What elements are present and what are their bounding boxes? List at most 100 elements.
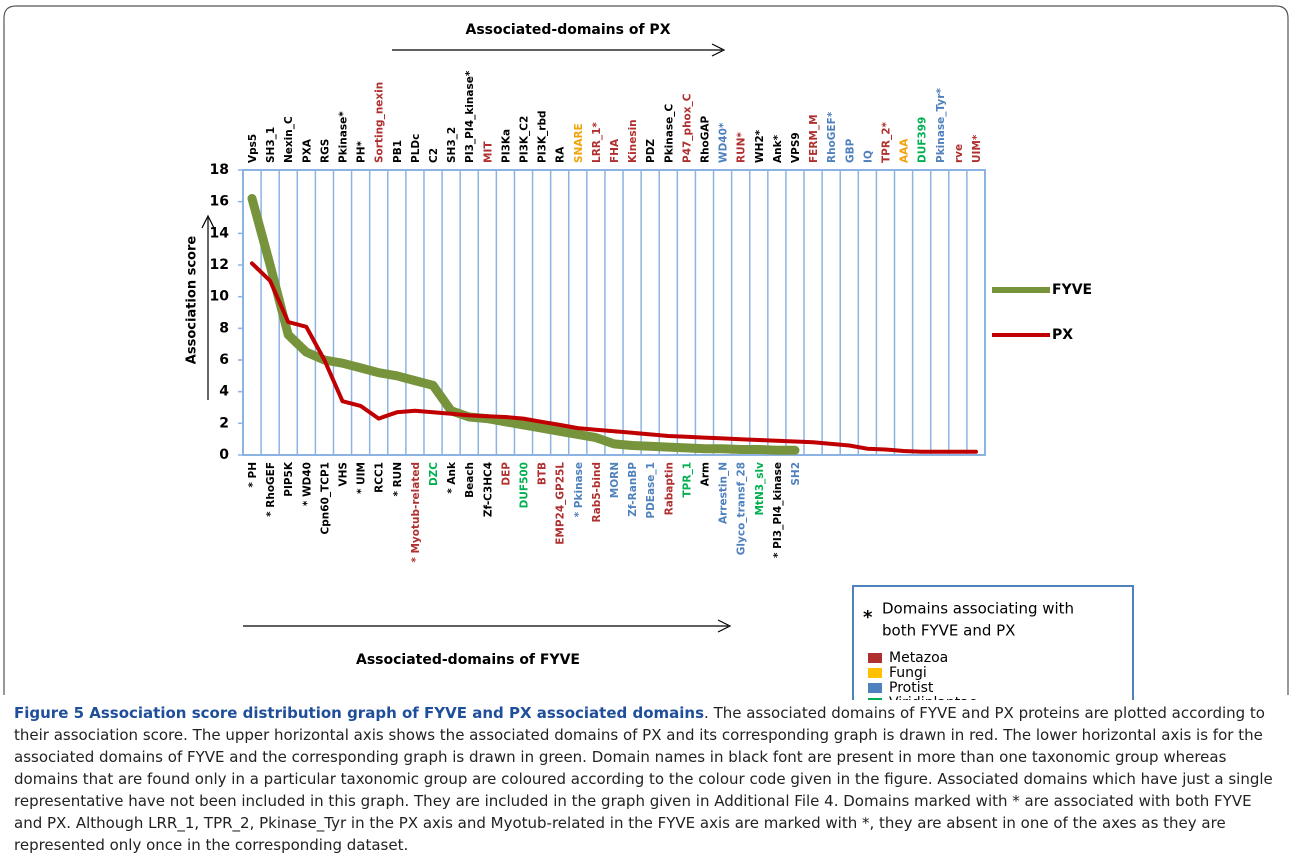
bottom-category-label: SH2 [790,462,802,486]
top-category-label: SH3_2 [446,127,458,163]
top-category-label: PI3_PI4_kinase* [464,70,476,163]
taxa-legend-label: Fungi [889,665,927,681]
bottom-category-label: Rab5-bind [591,462,603,522]
bottom-category-label: VHS [338,462,350,486]
taxa-legend-label: Protist [889,680,934,696]
top-category-label: UIM* [971,134,983,163]
top-category-label: MIT [482,141,494,163]
top-category-label: PXA [301,138,313,163]
y-tick-label: 18 [210,162,229,178]
bottom-category-label: TPR_1 [681,462,693,498]
bottom-category-label: * RUN [392,462,404,497]
caption: Figure 5 Association score distribution … [14,702,1280,856]
bottom-category-label: Zf-RanBP [627,462,639,517]
bottom-annotation: Associated-domains of FYVE [356,652,580,668]
y-arrowhead [201,214,215,229]
caption-title: Figure 5 Association score distribution … [14,704,705,722]
y-tick-label: 10 [210,289,230,305]
top-category-label: P47_phox_C [681,93,693,163]
bottom-category-label: PDEase_1 [645,462,657,519]
bottom-category-label: * Ank [446,461,458,494]
bottom-category-label: * PH [247,462,259,488]
top-category-label: DUF399 [917,117,929,163]
bottom-category-label: EMP24_GP25L [555,462,567,545]
top-annotation: Associated-domains of PX [466,22,671,38]
y-tick-label: 2 [219,415,229,431]
top-category-label: RhoGAP [699,115,711,163]
bottom-category-label: Cpn60_TCP1 [319,462,331,534]
top-category-label: PLDc [410,134,422,163]
figure-frame [3,5,1289,695]
top-category-label: WH2* [754,129,766,163]
y-tick-label: 6 [219,352,229,368]
taxa-swatch [868,653,882,663]
series-line [250,261,978,454]
y-tick-label: 12 [210,257,229,273]
bottom-category-label: Arrestin_N [718,462,730,524]
taxa-swatch [868,683,882,693]
y-tick-label: 0 [219,447,229,463]
y-axis-label: Association score [185,236,200,365]
taxa-legend-marker: * [863,607,873,628]
top-category-label: Sorting_nexin [374,82,386,163]
bottom-category-label: * UIM [356,462,368,494]
bottom-category-label: * WD40 [301,462,313,506]
top-category-label: LRR_1* [591,122,603,163]
top-category-label: PH* [356,141,368,163]
top-category-label: PB1 [392,140,404,163]
top-category-label: Pkinase_Tyr* [935,88,947,163]
bottom-category-label: RCC1 [374,462,386,493]
bottom-category-label: MORN [609,462,621,498]
bottom-category-label: Arm [699,462,711,486]
bottom-category-label: * RhoGEF [265,462,277,517]
y-tick-label: 16 [210,194,229,210]
taxa-swatch [868,668,882,678]
taxa-legend-box [852,585,1134,700]
top-category-label: Nexin_C [283,116,295,163]
top-category-label: RA [555,146,567,163]
legend-label: PX [1052,327,1073,343]
bottom-category-label: DZC [428,462,440,486]
top-arrowhead [711,43,726,57]
taxa-legend-note: both FYVE and PX [882,622,1015,640]
taxa-swatch [868,698,882,700]
top-category-label: Ank* [772,134,784,163]
top-category-label: TPR_2* [880,122,892,163]
bottom-category-label: Rabaptin [663,462,675,515]
top-category-label: FHA [609,138,621,163]
top-category-label: WD40* [718,122,730,163]
top-category-label: AAA [899,138,911,163]
bottom-category-label: * PI3_PI4_kinase [772,462,784,558]
top-category-label: RUN* [736,132,748,163]
top-category-label: PI3K_rbd [537,110,549,163]
figure: Associated-domains of PX Associated-doma… [3,5,1289,700]
top-category-label: RGS [319,139,331,163]
legend-label: FYVE [1052,282,1092,298]
bottom-category-label: Zf-C3HC4 [482,462,494,517]
top-category-label: Vps5 [247,134,259,163]
y-tick-label: 4 [219,384,229,400]
bottom-category-label: BTB [537,462,549,485]
bottom-category-label: Beach [464,462,476,498]
top-category-label: Pkinase_C [663,104,675,163]
top-category-label: PI3Ka [500,129,512,163]
series-line [247,194,800,455]
top-category-label: C2 [428,148,440,163]
taxa-legend-label: Metazoa [889,650,948,666]
top-category-label: FERM_M [808,114,820,163]
bottom-arrowhead [717,619,732,633]
bottom-category-label: * Pkinase [573,462,585,517]
top-category-label: VPS9 [790,132,802,163]
plot-area [242,169,986,456]
bottom-category-label: Glyco_transf_28 [736,462,748,555]
bottom-category-label: MtN3_slv [754,462,766,516]
top-category-label: GBP [844,138,856,163]
top-category-label: Pkinase* [338,111,350,163]
top-category-label: PI3K_C2 [519,116,531,163]
top-category-label: RhoGEF* [826,111,838,163]
y-tick-label: 14 [210,225,230,241]
y-tick-label: 8 [219,320,229,336]
top-category-label: rve [953,144,965,163]
bottom-category-label: DEP [500,462,512,486]
